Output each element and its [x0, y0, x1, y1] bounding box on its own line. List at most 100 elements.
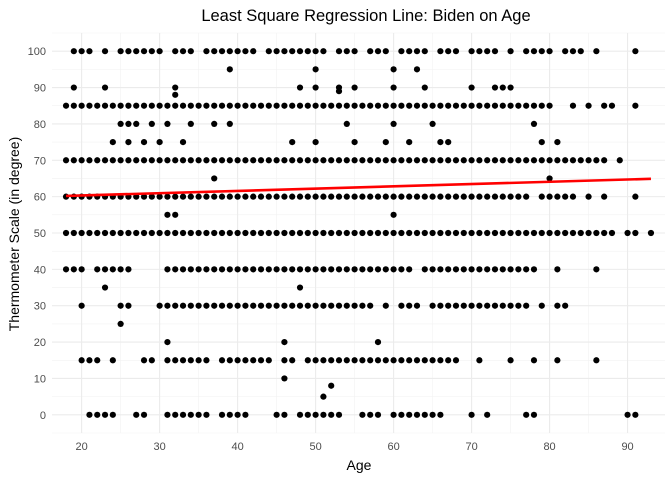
- data-point: [632, 411, 639, 418]
- data-point: [242, 229, 249, 237]
- data-point: [101, 84, 109, 91]
- data-point: [179, 229, 187, 237]
- data-point: [530, 157, 538, 164]
- data-point: [413, 48, 421, 55]
- data-point: [211, 193, 218, 200]
- data-point: [554, 357, 561, 364]
- data-point: [187, 411, 194, 418]
- data-point: [335, 411, 343, 418]
- data-point: [187, 302, 194, 309]
- data-point: [289, 138, 296, 146]
- data-point: [382, 102, 389, 109]
- data-point: [406, 138, 413, 146]
- data-point: [242, 357, 249, 364]
- x-tick-label: 90: [621, 441, 633, 453]
- data-point: [179, 302, 187, 309]
- data-point: [125, 229, 132, 237]
- data-point: [452, 102, 460, 109]
- data-point: [328, 102, 335, 109]
- data-point: [601, 229, 608, 237]
- data-point: [218, 229, 226, 237]
- data-point: [437, 48, 444, 55]
- data-point: [398, 157, 405, 164]
- data-point: [101, 266, 109, 273]
- data-point: [281, 266, 288, 273]
- data-point: [484, 102, 491, 109]
- data-point: [632, 102, 639, 109]
- data-point: [148, 102, 155, 109]
- data-point: [226, 120, 233, 128]
- data-point: [109, 102, 116, 109]
- data-point: [304, 229, 311, 237]
- data-point: [203, 102, 210, 109]
- data-point: [86, 102, 93, 109]
- data-point: [101, 102, 109, 109]
- data-point: [140, 357, 148, 364]
- regression-line: [66, 177, 651, 198]
- data-point: [187, 120, 194, 128]
- data-point: [413, 357, 421, 364]
- y-tick-label: 80: [34, 119, 46, 131]
- data-point: [281, 375, 288, 382]
- data-point: [86, 48, 93, 55]
- data-point: [296, 229, 304, 237]
- data-point: [562, 157, 569, 164]
- data-point: [554, 193, 561, 200]
- data-point: [257, 193, 265, 200]
- data-point: [289, 157, 296, 164]
- data-point: [624, 229, 631, 237]
- data-point: [187, 102, 194, 109]
- data-point: [140, 102, 148, 109]
- data-point: [296, 193, 304, 200]
- data-point: [445, 266, 452, 273]
- data-point: [164, 193, 171, 200]
- y-tick-label: 40: [34, 264, 46, 276]
- data-point: [452, 157, 460, 164]
- data-point: [523, 102, 530, 109]
- data-point: [445, 138, 452, 146]
- data-point: [281, 229, 288, 237]
- data-point: [382, 48, 389, 55]
- data-point: [484, 193, 491, 200]
- x-tick-label: 50: [309, 441, 321, 453]
- data-point: [172, 193, 179, 200]
- data-point: [507, 48, 514, 55]
- data-point: [78, 48, 85, 55]
- data-point: [632, 229, 639, 237]
- data-point: [312, 357, 319, 364]
- data-point: [273, 157, 280, 164]
- data-point: [421, 266, 428, 273]
- data-point: [351, 84, 358, 91]
- data-point: [250, 193, 257, 200]
- data-point: [382, 266, 389, 273]
- data-point: [523, 157, 530, 164]
- data-point: [382, 157, 389, 164]
- data-point: [445, 102, 452, 109]
- data-point: [62, 229, 70, 237]
- data-point: [320, 266, 327, 273]
- data-point: [172, 102, 179, 109]
- x-tick-label: 20: [76, 441, 88, 453]
- data-point: [234, 193, 241, 200]
- data-point: [390, 120, 397, 128]
- data-point: [351, 229, 358, 237]
- data-point: [452, 48, 460, 55]
- data-point: [250, 302, 257, 309]
- data-point: [320, 357, 327, 364]
- y-tick-label: 90: [34, 83, 46, 95]
- data-point: [374, 157, 382, 164]
- data-point: [601, 102, 608, 109]
- data-point: [374, 229, 382, 237]
- data-point: [289, 102, 296, 109]
- data-point: [374, 411, 382, 418]
- data-point: [530, 48, 538, 55]
- data-point: [335, 266, 343, 273]
- data-point: [577, 48, 584, 55]
- data-point: [390, 193, 397, 200]
- data-point: [133, 411, 140, 418]
- data-point: [328, 193, 335, 200]
- data-point: [374, 338, 382, 346]
- data-point: [289, 266, 296, 273]
- data-point: [398, 266, 405, 273]
